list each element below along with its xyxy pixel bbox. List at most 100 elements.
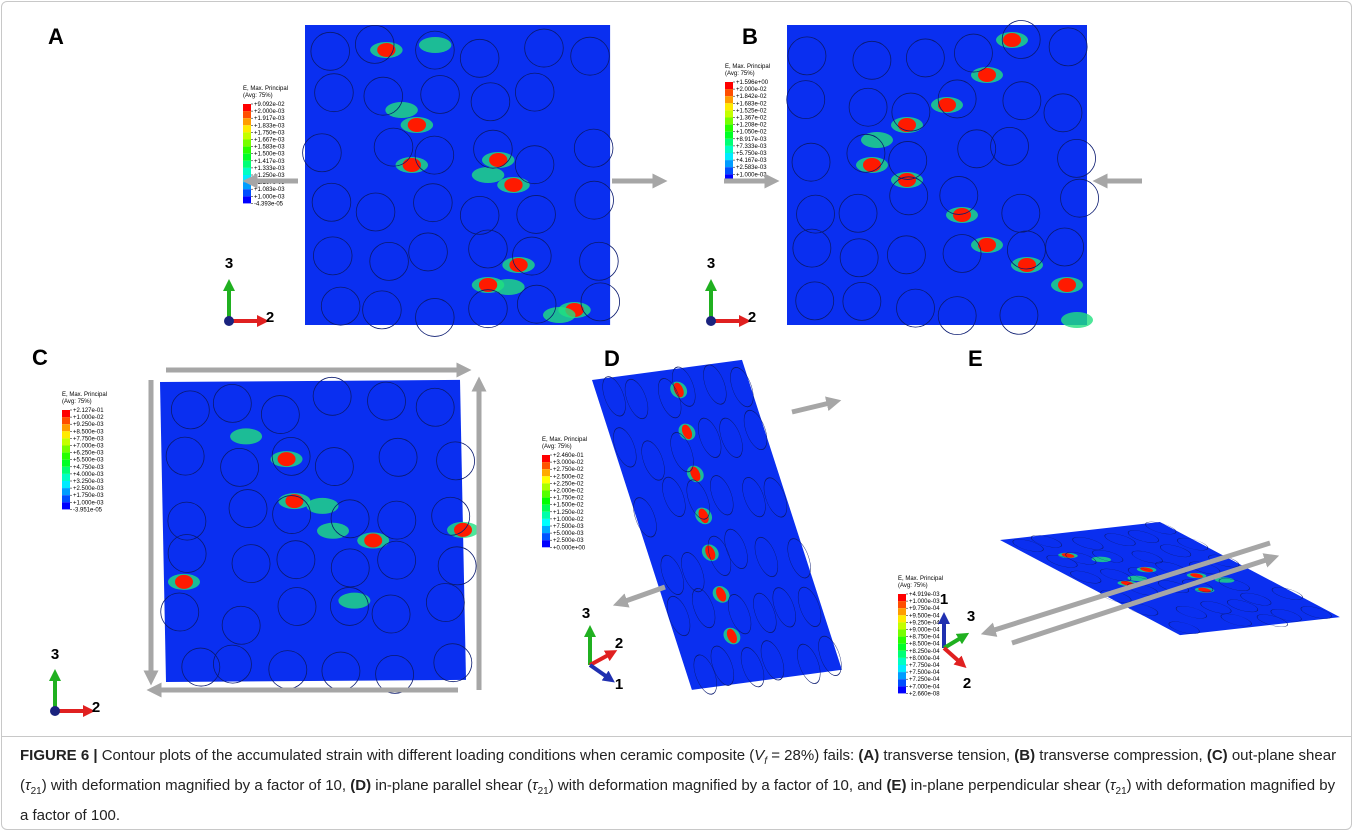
caption-symbol: τ — [25, 777, 31, 794]
strain-concentration — [938, 98, 956, 112]
legend-value: +1.750e-03 — [254, 130, 285, 136]
legend-value: +2.500e-02 — [553, 474, 584, 480]
matrix-region — [787, 25, 1087, 325]
fiber — [846, 133, 886, 173]
strain-halo — [861, 132, 893, 148]
legend-swatch — [898, 672, 906, 680]
fiber — [373, 127, 414, 167]
separator — [1, 736, 1352, 737]
fiber — [167, 534, 207, 573]
fiber — [514, 72, 555, 112]
fiber — [414, 135, 455, 175]
legend-swatch — [62, 488, 70, 496]
legend-value: +2.500e-03 — [553, 538, 584, 544]
fiber — [310, 31, 350, 71]
legend-value: +9.000e-04 — [909, 628, 940, 634]
fiber — [378, 437, 418, 477]
legend-swatch — [542, 511, 550, 519]
legend-swatch — [542, 483, 550, 491]
panel: E E, Max. Principal(Avg: 75%) +4.919e-03+1… — [898, 346, 1340, 697]
legend-value: +9.500e-04 — [909, 613, 940, 619]
fiber — [703, 364, 727, 405]
caption-label: (D) — [350, 777, 372, 794]
legend-swatch — [542, 504, 550, 512]
axis-label: 3 — [707, 255, 715, 272]
caption-text: transverse tension, — [879, 747, 1015, 764]
strain-concentration — [978, 68, 996, 82]
fiber — [839, 238, 879, 278]
fiber — [1240, 592, 1272, 606]
fiber — [314, 447, 354, 486]
fiber — [641, 440, 665, 481]
legend-value: +1.250e-02 — [553, 510, 584, 516]
fiber — [707, 535, 732, 576]
legend-swatch — [725, 110, 733, 118]
fiber — [602, 376, 626, 417]
fiber — [658, 378, 682, 419]
fiber — [516, 195, 556, 234]
legend-swatch — [542, 497, 550, 505]
contour-plot — [592, 359, 842, 695]
legend-value: +1.000e-03 — [254, 194, 285, 200]
legend-swatch — [898, 622, 906, 630]
caption-text: transverse compression, — [1035, 747, 1207, 764]
fiber — [891, 92, 931, 132]
legend-value: +9.250e-04 — [909, 620, 940, 626]
legend-swatch — [62, 452, 70, 460]
panel-label: A — [48, 24, 64, 49]
legend-value: +2.000e-02 — [736, 87, 767, 93]
strain-concentration — [953, 208, 971, 222]
legend-value: +7.500e-03 — [553, 524, 584, 530]
fiber — [760, 640, 785, 681]
legend-value: +1.417e-03 — [254, 159, 285, 165]
fiber — [686, 479, 710, 520]
legend-swatch — [542, 540, 550, 548]
strain-concentration — [898, 173, 916, 187]
fiber — [719, 417, 743, 458]
legend-value: +7.000e-04 — [909, 684, 940, 690]
fiber — [436, 441, 475, 481]
legend-value: +1.583e-03 — [254, 145, 285, 151]
legend-subtitle: (Avg: 75%) — [725, 71, 755, 77]
caption-text: ) with deformation magnified by a factor… — [20, 777, 1336, 824]
fiber — [633, 497, 657, 538]
fiber — [377, 500, 417, 540]
load-arrows — [143, 173, 1280, 698]
legend-swatch — [542, 476, 550, 484]
fiber — [942, 234, 982, 273]
legend-value: +8.500e-04 — [909, 642, 940, 648]
fiber — [1131, 550, 1163, 564]
fiber — [791, 142, 831, 182]
legend-swatch — [898, 665, 906, 673]
legend-swatch — [542, 518, 550, 526]
fiber — [425, 583, 465, 622]
legend-value: +1.333e-03 — [254, 166, 285, 172]
legend-value: -4.393e-05 — [254, 201, 284, 207]
fiber — [570, 36, 610, 76]
fiber — [1006, 230, 1046, 270]
load-arrow — [791, 396, 842, 415]
legend-swatch — [62, 473, 70, 481]
caption-symbol: τ — [1109, 777, 1116, 794]
legend-swatch — [62, 466, 70, 474]
fiber — [1100, 568, 1132, 582]
strain-concentration — [1061, 553, 1075, 558]
axis-label: 2 — [266, 309, 274, 326]
fiber — [433, 643, 473, 683]
fiber — [413, 183, 453, 223]
matrix-region — [305, 25, 611, 325]
strain-concentration — [673, 382, 684, 398]
axis-arrow — [589, 650, 618, 667]
fiber — [1065, 552, 1097, 565]
fiber — [415, 30, 455, 70]
legend-value: +9.750e-04 — [909, 606, 940, 612]
fiber — [939, 176, 979, 215]
legend-subtitle: (Avg: 75%) — [243, 93, 273, 99]
contour-plot — [1000, 521, 1340, 636]
legend-swatch — [725, 96, 733, 104]
legend-swatch — [243, 182, 251, 190]
fiber — [724, 528, 748, 569]
fiber — [787, 538, 811, 579]
strain-concentration — [478, 278, 498, 292]
fiber — [1220, 613, 1252, 627]
